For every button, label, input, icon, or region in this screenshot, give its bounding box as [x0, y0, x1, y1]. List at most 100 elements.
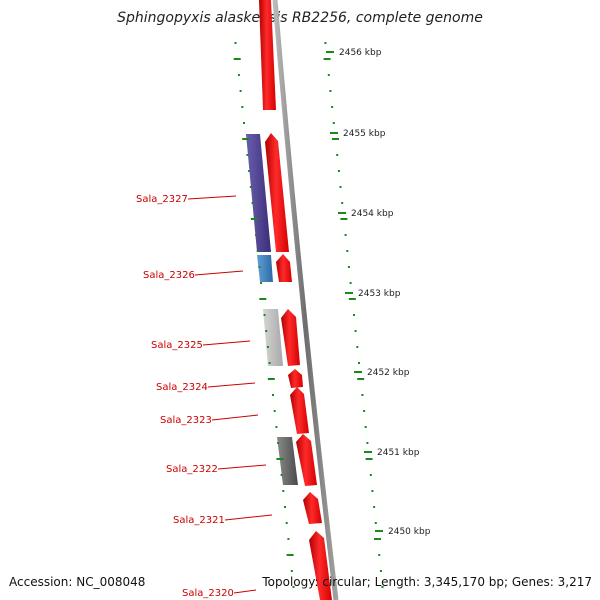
tick-mark-inner	[273, 410, 276, 412]
kbp-label: 2456 kbp	[339, 48, 382, 58]
tick-mark-inner	[267, 378, 275, 380]
tick-mark-outer	[323, 58, 331, 60]
tick-mark-outer	[332, 122, 335, 124]
gene-leader-line	[194, 270, 244, 276]
gene-arrow	[296, 434, 317, 486]
gene-leader-line	[202, 340, 251, 346]
gene-label: Sala_2320	[182, 588, 234, 599]
tick-mark-inner	[256, 250, 259, 252]
gene-arrow	[290, 387, 309, 434]
tick-mark-outer	[379, 570, 382, 572]
genome-title: Sphingopyxis alaskensis RB2256, complete…	[117, 10, 483, 26]
tick-mark-outer	[373, 506, 376, 508]
gene-leader-line	[211, 414, 259, 421]
gene-arrow	[265, 133, 289, 252]
tick-mark-inner	[259, 298, 267, 300]
tick-mark-outer	[356, 346, 359, 348]
kbp-tick	[326, 51, 334, 53]
tick-mark-inner	[292, 586, 295, 588]
tick-mark-inner	[277, 442, 280, 444]
gene-box	[257, 255, 273, 282]
tick-mark-inner	[280, 474, 283, 476]
tick-mark-inner	[290, 570, 293, 572]
tick-mark-outer	[364, 426, 367, 428]
gene-label: Sala_2322	[166, 464, 218, 475]
tick-mark-outer	[369, 474, 372, 476]
tick-mark-outer	[366, 442, 369, 444]
genome-backbone	[272, 0, 339, 600]
tick-mark-inner	[266, 346, 269, 348]
tick-mark-inner	[255, 234, 257, 236]
tick-mark-inner	[234, 42, 237, 44]
tick-mark-inner	[286, 554, 294, 556]
tick-mark-outer	[327, 74, 330, 76]
tick-mark-outer	[332, 138, 339, 140]
tick-track-left	[233, 42, 295, 588]
kbp-scale: 2456 kbp 2455 kbp 2454 kbp 2453 kbp 2452 kbp…	[326, 48, 431, 537]
gene-label: Sala_2321	[173, 515, 225, 526]
tick-mark-inner	[239, 90, 242, 92]
kbp-tick	[338, 212, 346, 214]
tick-mark-outer	[348, 298, 356, 300]
kbp-label: 2450 kbp	[388, 527, 431, 537]
tick-mark-outer	[331, 106, 334, 108]
gene-leader-line	[224, 514, 273, 521]
kbp-tick	[330, 132, 338, 134]
gene-label: Sala_2324	[156, 382, 208, 393]
tick-mark-outer	[324, 42, 327, 44]
tick-mark-outer	[381, 586, 384, 588]
tick-mark-outer	[358, 362, 360, 364]
gene-label: Sala_2326	[143, 270, 195, 281]
tick-mark-inner	[263, 314, 266, 316]
tick-mark-outer	[329, 90, 332, 92]
tick-mark-outer	[344, 234, 347, 236]
gene-arrow	[309, 531, 332, 600]
tick-mark-inner	[246, 154, 249, 156]
tick-mark-outer	[374, 522, 377, 524]
gene-box	[277, 437, 298, 485]
gene-box	[246, 134, 271, 252]
tick-mark-inner	[250, 218, 258, 220]
tick-mark-inner	[251, 202, 254, 204]
tick-mark-outer	[336, 154, 339, 156]
tick-mark-inner	[276, 458, 284, 460]
gene-leader-line	[217, 464, 267, 470]
kbp-label: 2452 kbp	[367, 368, 410, 378]
kbp-label: 2455 kbp	[343, 129, 386, 139]
tick-mark-inner	[275, 426, 278, 428]
tick-mark-inner	[258, 266, 261, 268]
gene-label: Sala_2325	[151, 340, 203, 351]
tick-mark-outer	[341, 202, 344, 204]
kbp-tick	[354, 371, 362, 373]
kbp-tick	[375, 530, 383, 532]
kbp-label: 2453 kbp	[358, 289, 401, 299]
gene-arrow	[276, 254, 292, 282]
tick-mark-outer	[378, 554, 381, 556]
tick-mark-inner	[287, 538, 290, 540]
tick-mark-inner	[242, 138, 250, 140]
tick-mark-outer	[337, 170, 340, 172]
gene-box	[263, 309, 283, 366]
tick-mark-outer	[353, 314, 355, 316]
gene-label: Sala_2323	[160, 415, 212, 426]
gene-labels: Sala_2327 Sala_2326 Sala_2325 Sala_2324 Sala…	[136, 194, 273, 599]
genome-summary-text: Topology: circular; Length: 3,345,170 bp…	[262, 575, 592, 589]
tick-mark-outer	[365, 458, 373, 460]
tick-mark-outer	[339, 186, 342, 188]
gene-arrow	[281, 309, 300, 366]
gene-arrow	[303, 492, 322, 524]
tick-mark-inner	[237, 74, 240, 76]
kbp-tick	[345, 292, 353, 294]
tick-mark-inner	[265, 330, 268, 332]
tick-mark-outer	[354, 330, 357, 332]
tick-mark-inner	[285, 522, 288, 524]
tick-mark-inner	[243, 122, 245, 124]
tick-mark-outer	[357, 378, 365, 380]
tick-mark-inner	[248, 170, 251, 172]
tick-mark-inner	[233, 58, 241, 60]
kbp-tick	[364, 451, 372, 453]
gene-arrow	[259, 0, 276, 110]
tick-mark-inner	[284, 506, 286, 508]
tick-mark-outer	[374, 538, 381, 540]
gene-leader-line	[207, 382, 256, 388]
